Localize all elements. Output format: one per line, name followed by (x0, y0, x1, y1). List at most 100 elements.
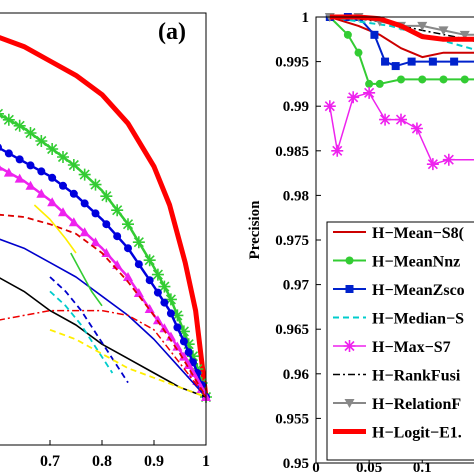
panel-a-data-marker (151, 268, 164, 281)
panel-a-series-line (0, 309, 207, 398)
panel-a-data-marker (14, 173, 25, 183)
panel-b-data-marker (347, 91, 360, 104)
panel-b-data-marker (418, 75, 427, 84)
panel-b-y-tick-label: 0.985 (275, 144, 309, 160)
legend-entry-label: H−MeanZsco (372, 282, 465, 299)
panel-b-data-marker (331, 144, 344, 157)
panel-a-data-marker (4, 149, 13, 158)
panel-a-data-marker (15, 155, 24, 164)
panel-b-y-tick-label: 0.995 (275, 55, 309, 71)
panel-b-data-marker (375, 79, 384, 88)
legend-entry-label: H−RankFusi (372, 368, 461, 385)
panel-a-data-marker (59, 181, 67, 190)
panel-a-data-marker (25, 180, 36, 190)
panel-b-y-tick-label: 0.965 (275, 322, 309, 338)
panel-a-data-marker (13, 119, 26, 132)
panel-a-data-marker (37, 167, 46, 176)
panel-a-x-tick-label: 0.7 (40, 453, 60, 470)
panel-b-data-marker (370, 30, 379, 39)
panel-a-series-line (33, 204, 77, 254)
panel-b-y-tick-label: 0.95 (283, 456, 309, 472)
panel-b-y-tick-label: 0.99 (283, 99, 309, 115)
panel-b-data-marker (381, 57, 390, 66)
panel-a-data-marker (46, 143, 59, 155)
panel-a: 0.7 0.8 0.9 1 (a) (0, 12, 212, 470)
panel-a-data-marker (132, 236, 145, 249)
panel-b-data-marker (323, 100, 336, 113)
panel-b-data-marker (442, 153, 455, 166)
panel-a-data-marker (124, 244, 132, 253)
panel-a-data-marker (145, 276, 154, 285)
panel-b-y-tick-label: 0.98 (283, 188, 309, 204)
panel-a-data-marker (102, 220, 111, 229)
panel-b-data-marker (407, 57, 416, 66)
panel-a-data-marker (91, 209, 100, 218)
panel-a-data-marker (164, 293, 177, 306)
legend: H−Mean−S8( H−MeanNnz H−MeanZsco H−Median−S H… (326, 221, 474, 461)
panel-b-y-tick-label: 0.96 (283, 367, 310, 383)
panel-b-data-marker (428, 57, 437, 66)
panel-a-data-marker (166, 309, 175, 318)
panel-b-data-marker (439, 75, 448, 84)
panel-a-data-marker (0, 143, 2, 151)
panel-a-data-marker (179, 337, 188, 346)
panel-a-x-ticks: 0.7 0.8 0.9 1 (40, 440, 210, 470)
panel-a-data-marker (187, 350, 199, 363)
legend-entry-label: H−RelationF (372, 396, 461, 413)
panel-b-data-marker (343, 30, 352, 39)
panel-b-y-tick-label: 0.955 (275, 411, 309, 427)
legend-entry-label: H−MeanNnz (372, 254, 460, 271)
panel-a-data-marker (47, 197, 58, 207)
panel-b-data-marker (354, 48, 363, 57)
panel-b-data-marker (460, 75, 469, 84)
panel-a-data-marker (177, 325, 190, 338)
panel-a-data-marker (134, 260, 143, 269)
panel-b-data-marker (379, 113, 392, 126)
panel-a-data-marker (123, 272, 133, 281)
panel-a-data-marker (183, 360, 194, 369)
panel-b: 1 0.995 0.99 0.985 0.98 0.975 0.97 0.965 0.96 0.9… (247, 10, 474, 474)
panel-a-data-marker (178, 351, 189, 361)
panel-b-y-tick-label: 0.97 (283, 278, 310, 294)
panel-a-series-line (0, 238, 207, 398)
panel-a-data-marker (0, 165, 3, 171)
panel-b-y-ticks: 1 0.995 0.99 0.985 0.98 0.975 0.97 0.965 0.96 0.9… (275, 10, 321, 472)
panel-a-data-marker (171, 309, 184, 322)
panel-b-y-tick-label: 0.975 (275, 233, 309, 249)
legend-entry-label: H−Max−S7 (372, 339, 451, 356)
panel-a-label: (a) (158, 19, 186, 45)
panel-a-series-line (0, 213, 207, 398)
legend-entry-label: H−Mean−S8( (372, 225, 464, 242)
panel-b-series-line (329, 16, 474, 51)
legend-swatch-marker (345, 285, 354, 293)
legend-entry-label: H−Median−S (372, 311, 464, 328)
panel-a-data-marker (111, 204, 124, 217)
panel-a-data-marker (133, 288, 144, 297)
panel-b-y-axis-label: Precision (247, 200, 263, 260)
panel-a-data-marker (165, 331, 176, 341)
legend-swatch-marker (345, 256, 354, 265)
panel-a-data-marker (90, 237, 101, 247)
legend-swatch-marker (343, 340, 356, 352)
panel-b-x-tick-label: 0.1 (413, 460, 432, 474)
panel-b-data-marker (438, 26, 449, 36)
panel-b-data-marker (450, 57, 459, 66)
panel-a-data-marker (57, 151, 69, 163)
panel-b-x-tick-label: 0 (312, 460, 320, 474)
panel-b-series-line (329, 92, 474, 165)
panel-a-x-tick-label: 0.9 (144, 453, 164, 470)
panel-b-data-marker (459, 30, 470, 40)
panel-a-data-marker (182, 338, 195, 351)
panel-a-series-line (0, 35, 209, 398)
panel-a-data-marker (100, 190, 113, 203)
panel-b-series-line (329, 16, 474, 85)
panel-b-data-marker (410, 122, 423, 135)
panel-a-series-line (70, 252, 103, 307)
panel-a-data-marker (153, 288, 162, 297)
panel-a-data-marker (184, 348, 193, 357)
panel-a-data-marker (89, 178, 102, 191)
panel-a-data-marker (144, 304, 155, 313)
panel-a-plot-area (0, 35, 212, 403)
panel-b-x-ticks: 0 0.05 0.1 (312, 458, 432, 474)
panel-b-data-marker (395, 113, 407, 126)
